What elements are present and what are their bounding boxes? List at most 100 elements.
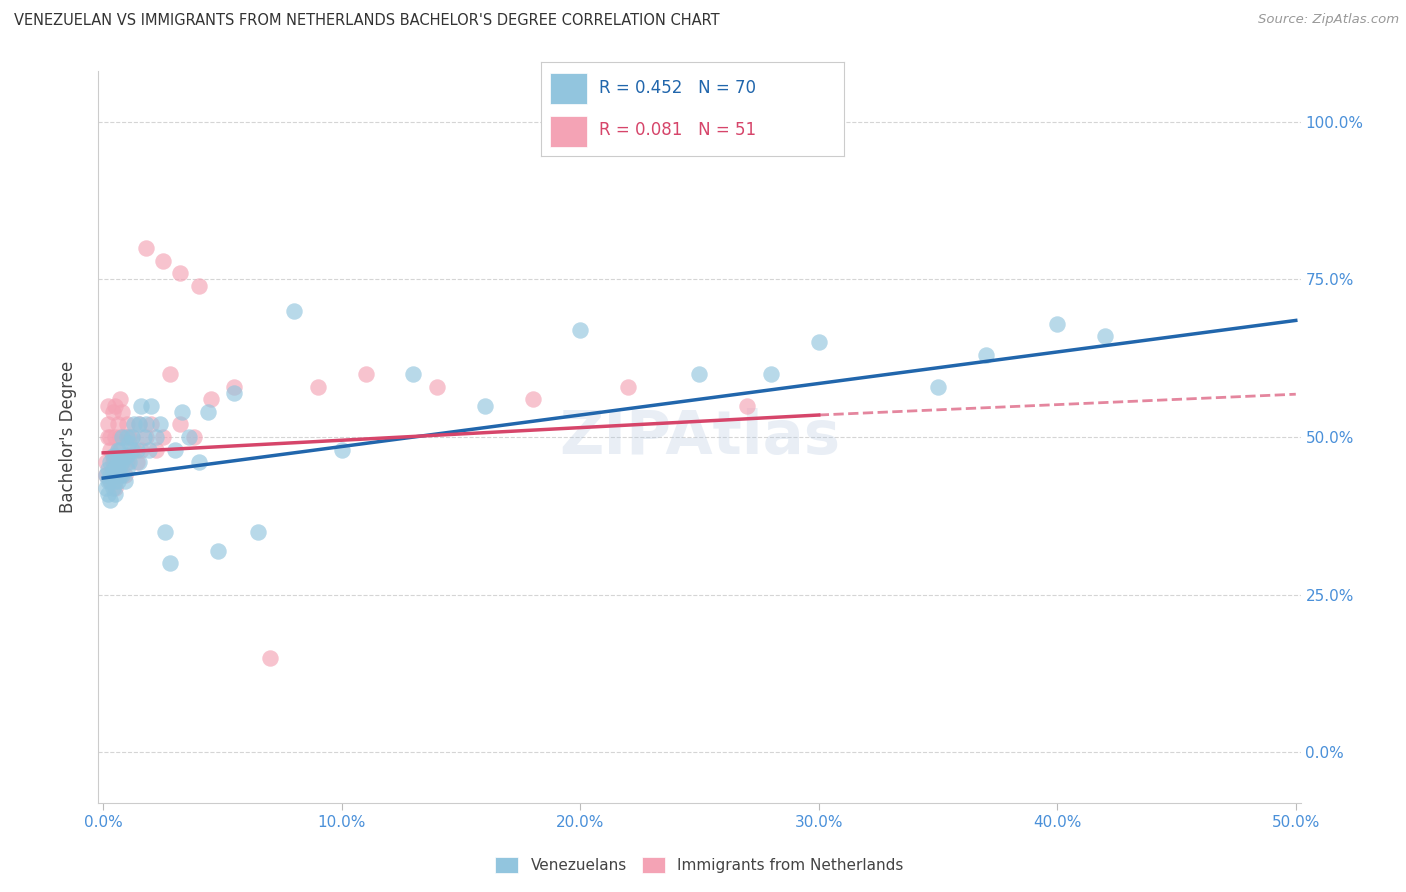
Point	[104, 449, 127, 463]
Point	[118, 430, 141, 444]
Point	[152, 253, 174, 268]
Point	[735, 399, 758, 413]
Point	[128, 417, 150, 432]
Point	[107, 467, 129, 482]
Point	[135, 430, 157, 444]
Point	[145, 442, 167, 457]
Point	[927, 379, 949, 393]
Point	[108, 455, 131, 469]
Point	[107, 461, 129, 475]
Point	[101, 449, 124, 463]
Point	[132, 430, 155, 444]
Point	[111, 455, 134, 469]
Point	[98, 467, 121, 482]
Point	[115, 461, 138, 475]
Point	[111, 430, 134, 444]
Point	[94, 467, 117, 482]
Point	[97, 461, 120, 475]
Point	[104, 430, 127, 444]
Bar	[550, 116, 586, 147]
Point	[974, 348, 997, 362]
Point	[101, 405, 124, 419]
Point	[159, 556, 181, 570]
Point	[135, 241, 157, 255]
Point	[163, 442, 186, 457]
Point	[139, 399, 162, 413]
Point	[115, 417, 138, 432]
Point	[104, 461, 127, 475]
Point	[101, 455, 124, 469]
Point	[97, 487, 120, 501]
Point	[474, 399, 496, 413]
Point	[115, 455, 138, 469]
Point	[101, 467, 124, 482]
Point	[94, 467, 117, 482]
Point	[125, 455, 148, 469]
Point	[98, 474, 121, 488]
Point	[139, 417, 162, 432]
Text: R = 0.452   N = 70: R = 0.452 N = 70	[599, 79, 756, 97]
Point	[97, 474, 120, 488]
Point	[108, 392, 131, 407]
Point	[108, 442, 131, 457]
Point	[807, 335, 830, 350]
Point	[169, 266, 191, 280]
Point	[617, 379, 640, 393]
Point	[121, 442, 143, 457]
Point	[128, 455, 150, 469]
Point	[149, 417, 172, 432]
Point	[569, 323, 592, 337]
Point	[402, 367, 425, 381]
Point	[145, 430, 167, 444]
Point	[114, 449, 136, 463]
Point	[101, 481, 124, 495]
Point	[114, 474, 136, 488]
Point	[128, 417, 150, 432]
Point	[104, 481, 127, 495]
Point	[131, 442, 153, 457]
Text: ZIPAtlas: ZIPAtlas	[560, 408, 839, 467]
Point	[138, 442, 160, 457]
Text: Source: ZipAtlas.com: Source: ZipAtlas.com	[1258, 13, 1399, 27]
Point	[98, 474, 121, 488]
Point	[111, 467, 134, 482]
Point	[104, 474, 127, 488]
Point	[170, 405, 193, 419]
Point	[104, 467, 127, 482]
Point	[107, 455, 129, 469]
Text: VENEZUELAN VS IMMIGRANTS FROM NETHERLANDS BACHELOR'S DEGREE CORRELATION CHART: VENEZUELAN VS IMMIGRANTS FROM NETHERLAND…	[14, 13, 720, 29]
Point	[522, 392, 544, 407]
Point	[688, 367, 710, 381]
Point	[98, 493, 121, 508]
Point	[98, 442, 121, 457]
Point	[159, 367, 181, 381]
Point	[169, 417, 191, 432]
Point	[155, 524, 177, 539]
Point	[759, 367, 782, 381]
Point	[111, 455, 134, 469]
Point	[107, 417, 129, 432]
Point	[330, 442, 353, 457]
Point	[283, 304, 305, 318]
Point	[98, 430, 121, 444]
Text: R = 0.081   N = 51: R = 0.081 N = 51	[599, 121, 756, 139]
Point	[177, 430, 200, 444]
Point	[94, 455, 117, 469]
Point	[107, 442, 129, 457]
Point	[115, 430, 138, 444]
Point	[247, 524, 270, 539]
Point	[104, 399, 127, 413]
Point	[107, 442, 129, 457]
Point	[121, 430, 143, 444]
Point	[121, 430, 143, 444]
Point	[97, 399, 120, 413]
Point	[108, 467, 131, 482]
Point	[118, 436, 141, 450]
Point	[114, 467, 136, 482]
Point	[1046, 317, 1069, 331]
Point	[152, 430, 174, 444]
Point	[207, 543, 229, 558]
Legend: Venezuelans, Immigrants from Netherlands: Venezuelans, Immigrants from Netherlands	[489, 851, 910, 880]
Point	[104, 487, 127, 501]
Point	[98, 455, 121, 469]
